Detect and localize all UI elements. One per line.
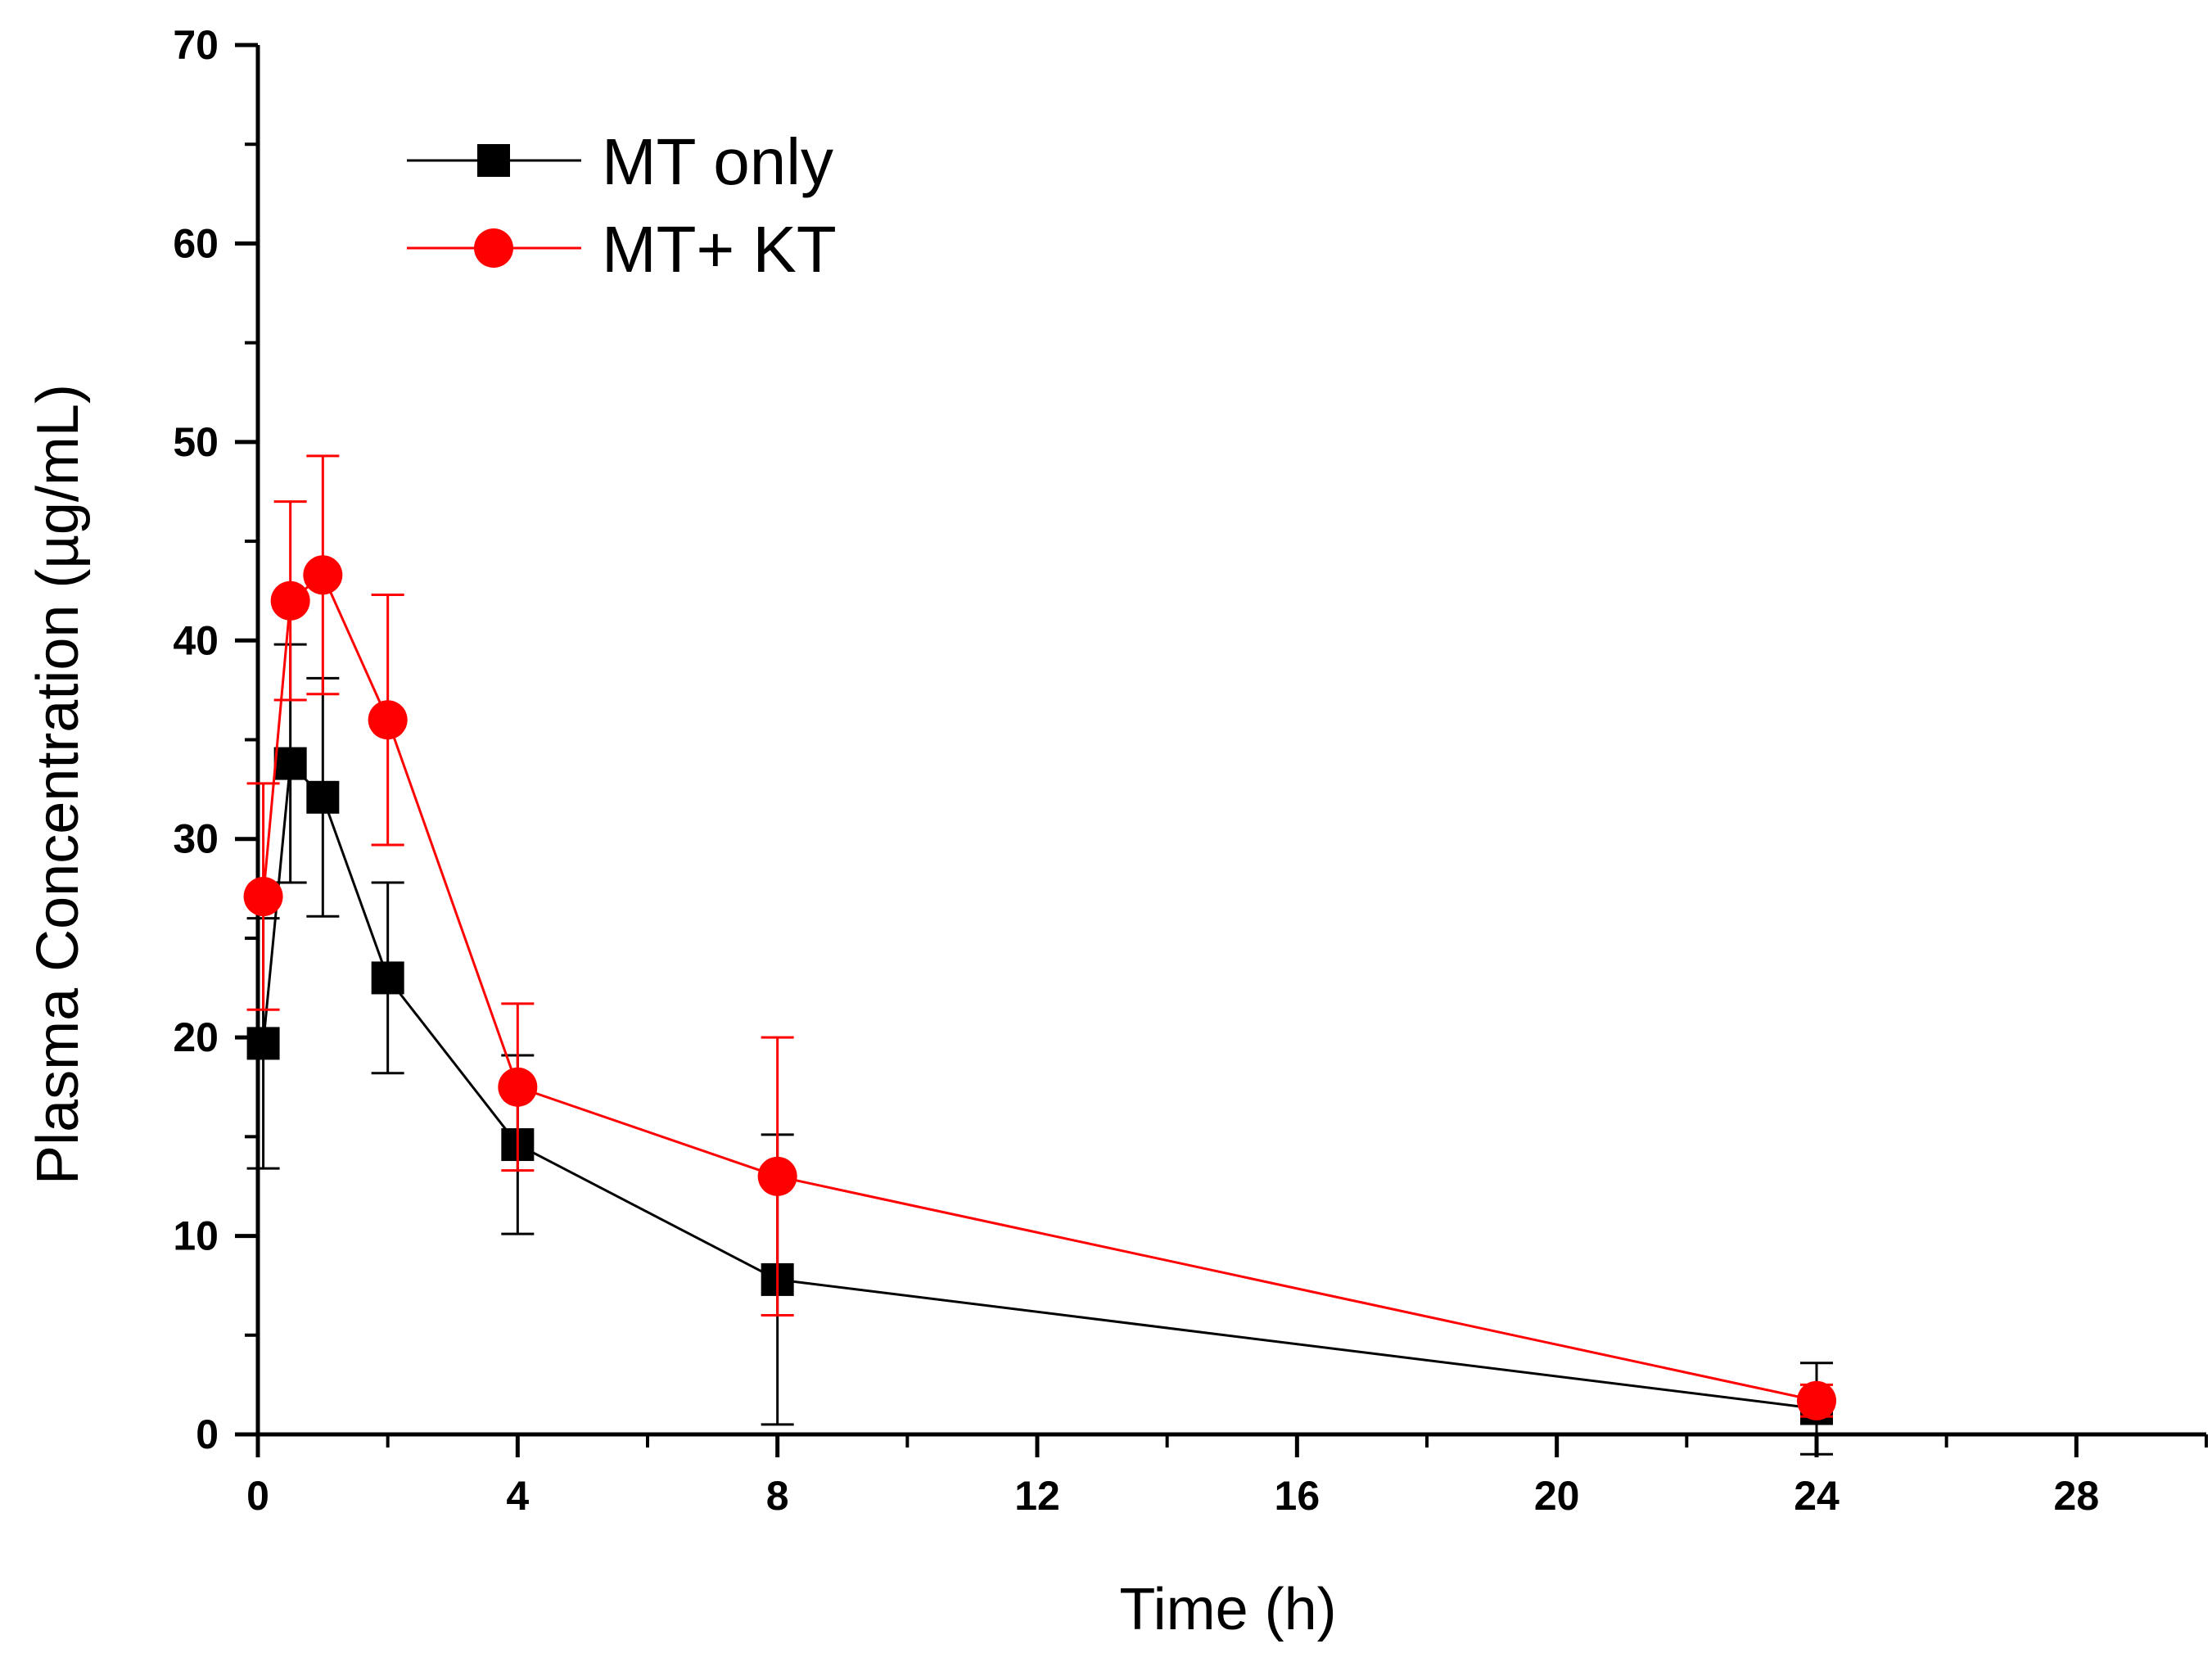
- y-tick-label: 50: [173, 419, 219, 465]
- x-tick-label: 12: [1014, 1473, 1060, 1519]
- x-tick-label: 20: [1534, 1473, 1580, 1519]
- x-tick-label: 8: [766, 1473, 789, 1519]
- y-tick-label: 20: [173, 1014, 219, 1060]
- series-line: [262, 761, 1817, 1410]
- data-point: [243, 877, 283, 917]
- x-tick-label: 4: [506, 1473, 529, 1519]
- x-axis-ticks: 0 4 8 12 16 20 24 28: [246, 1434, 2208, 1519]
- x-tick-label: 28: [2054, 1473, 2100, 1519]
- legend-item-1: MT only: [407, 125, 833, 198]
- y-tick-label: 0: [196, 1411, 219, 1457]
- data-point: [1797, 1380, 1836, 1420]
- data-point: [757, 1156, 797, 1196]
- data-point: [368, 700, 408, 740]
- x-tick-label: 16: [1275, 1473, 1320, 1519]
- y-tick-label: 40: [173, 617, 219, 663]
- legend-label: MT+ KT: [602, 213, 837, 286]
- data-point: [371, 961, 404, 995]
- legend-marker: [477, 144, 510, 177]
- y-tick-label: 10: [173, 1213, 219, 1259]
- x-tick-label: 0: [246, 1473, 269, 1519]
- data-point: [303, 555, 343, 595]
- y-tick-label: 30: [173, 816, 219, 862]
- data-point: [498, 1067, 538, 1107]
- legend-label: MT only: [602, 125, 833, 198]
- series-2: [243, 454, 1836, 1420]
- axes: [255, 45, 2206, 1437]
- legend: MT only MT+ KT: [407, 125, 837, 286]
- y-axis-ticks: 0 10 20 30 40 50 60 70: [173, 22, 258, 1457]
- x-axis-title: Time (h): [1119, 1577, 1336, 1642]
- y-axis-title: Plasma Concentration (µg/mL): [25, 384, 91, 1185]
- y-tick-label: 60: [173, 220, 219, 266]
- data-point: [306, 780, 340, 814]
- y-tick-label: 70: [173, 22, 219, 68]
- series-line: [262, 572, 1817, 1402]
- legend-marker: [474, 228, 513, 268]
- data-point: [246, 1027, 280, 1060]
- x-tick-label: 24: [1794, 1473, 1840, 1519]
- series-layer: [243, 454, 1836, 1456]
- data-point: [270, 580, 310, 621]
- legend-item-2: MT+ KT: [407, 213, 837, 286]
- series-1: [246, 643, 1833, 1456]
- data-point: [273, 747, 307, 780]
